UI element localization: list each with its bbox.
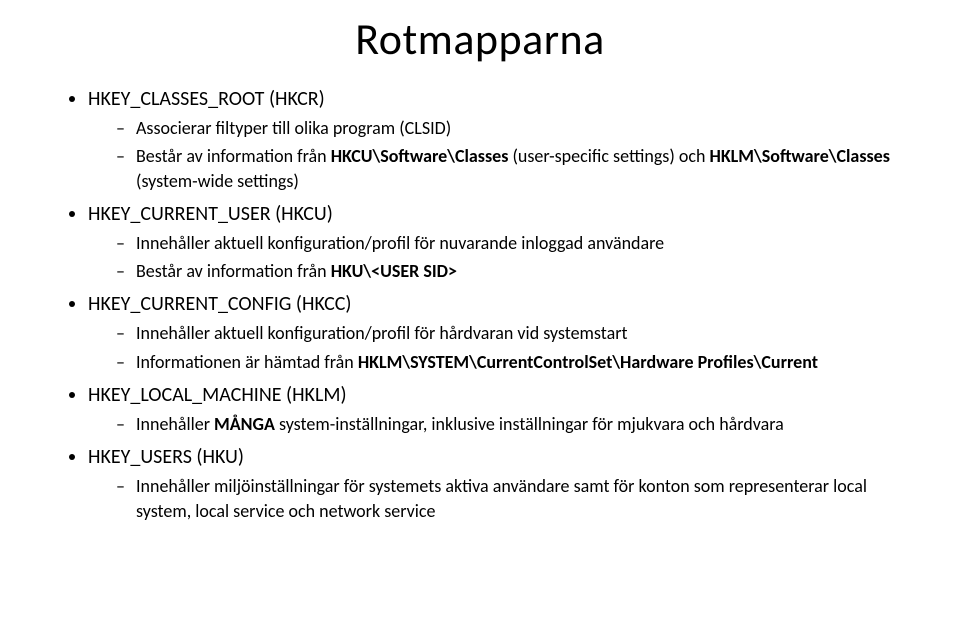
text-segment: Består av information från <box>136 260 331 282</box>
sub-list: Innehåller MÅNGA system-inställningar, i… <box>88 412 900 436</box>
page-title: Rotmapparna <box>60 12 900 66</box>
list-item: HKEY_CURRENT_USER (HKCU) Innehåller aktue… <box>88 201 900 284</box>
text-segment: HKLM\SYSTEM\CurrentControlSet\Hardware P… <box>358 351 818 373</box>
list-item: HKEY_USERS (HKU) Innehåller miljöinställn… <box>88 444 900 523</box>
text-segment: Innehåller aktuell konfiguration/profil … <box>136 322 628 344</box>
list-item-label: HKEY_LOCAL_MACHINE (HKLM) <box>88 383 347 407</box>
document-page: Rotmapparna HKEY_CLASSES_ROOT (HKCR) Asso… <box>0 0 960 561</box>
sub-list: Innehåller miljöinställningar för system… <box>88 474 900 523</box>
list-item: HKEY_CURRENT_CONFIG (HKCC) Innehåller akt… <box>88 291 900 374</box>
sub-list-item: Associerar filtyper till olika program (… <box>116 116 900 140</box>
sub-list: Associerar filtyper till olika program (… <box>88 116 900 193</box>
text-segment: system-inställningar, inklusive inställn… <box>275 413 784 435</box>
text-segment: (user-specific settings) och <box>508 145 709 167</box>
list-item-label: HKEY_CURRENT_CONFIG (HKCC) <box>88 292 351 316</box>
text-segment: (system-wide settings) <box>136 170 299 192</box>
sub-list-item: Består av information från HKCU\Software… <box>116 144 900 193</box>
text-segment: Består av information från <box>136 145 331 167</box>
sub-list-item: Innehåller aktuell konfiguration/profil … <box>116 321 900 345</box>
text-segment: HKLM\Software\Classes <box>709 145 889 167</box>
root-list: HKEY_CLASSES_ROOT (HKCR) Associerar filty… <box>60 86 900 523</box>
text-segment: HKU\<USER SID> <box>331 260 457 282</box>
sub-list-item: Innehåller miljöinställningar för system… <box>116 474 900 523</box>
list-item-label: HKEY_USERS (HKU) <box>88 445 244 469</box>
text-segment: Informationen är hämtad från <box>136 351 358 373</box>
text-segment: Innehåller miljöinställningar för system… <box>136 475 867 521</box>
list-item: HKEY_CLASSES_ROOT (HKCR) Associerar filty… <box>88 86 900 193</box>
text-segment: Innehåller <box>136 413 214 435</box>
sub-list: Innehåller aktuell konfiguration/profil … <box>88 321 900 374</box>
sub-list-item: Innehåller aktuell konfiguration/profil … <box>116 231 900 255</box>
sub-list: Innehåller aktuell konfiguration/profil … <box>88 231 900 284</box>
list-item-label: HKEY_CLASSES_ROOT (HKCR) <box>88 87 325 111</box>
text-segment: Associerar filtyper till olika program (… <box>136 117 451 139</box>
sub-list-item: Innehåller MÅNGA system-inställningar, i… <box>116 412 900 436</box>
sub-list-item: Informationen är hämtad från HKLM\SYSTEM… <box>116 350 900 374</box>
list-item-label: HKEY_CURRENT_USER (HKCU) <box>88 202 333 226</box>
sub-list-item: Består av information från HKU\<USER SID… <box>116 259 900 283</box>
text-segment: MÅNGA <box>214 413 275 435</box>
text-segment: HKCU\Software\Classes <box>331 145 509 167</box>
list-item: HKEY_LOCAL_MACHINE (HKLM) Innehåller MÅNG… <box>88 382 900 436</box>
text-segment: Innehåller aktuell konfiguration/profil … <box>136 232 664 254</box>
